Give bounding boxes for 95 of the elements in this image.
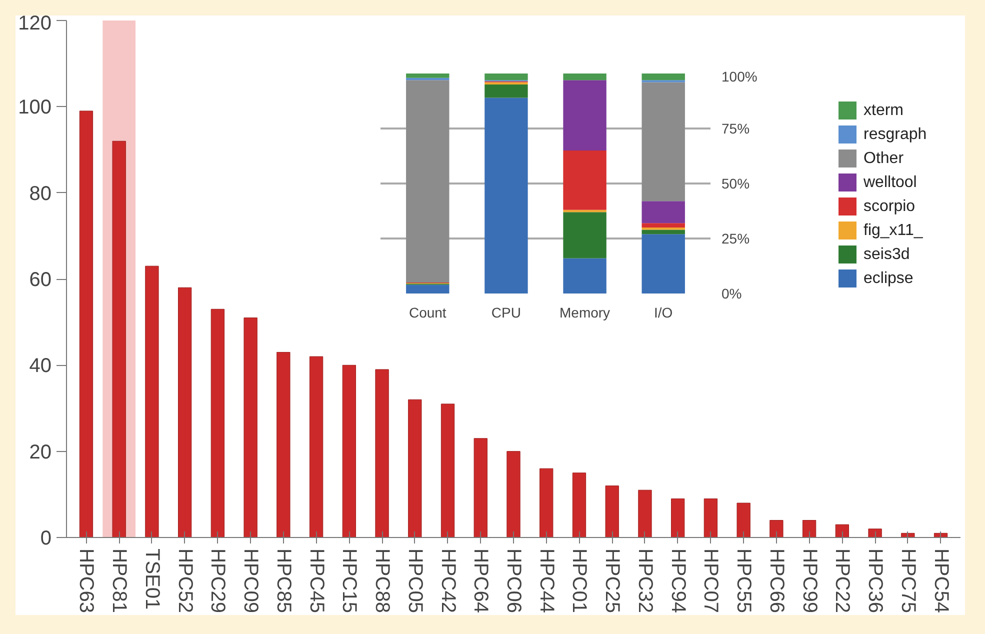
bar [642,74,685,80]
bar [406,78,450,80]
bar [540,468,554,538]
x-tick-label: HPC66 [765,548,788,613]
x-tick-label: HPC29 [206,548,229,613]
bar [704,498,718,538]
bar [440,404,455,538]
bar [406,80,450,282]
x-tick-label: HPC99 [798,548,820,613]
x-tick-label: HPC45 [305,548,328,613]
bar [671,498,685,538]
bar [642,223,685,228]
bar [563,212,606,258]
legend-label: seis3d [864,246,910,263]
legend-label: welltool [862,174,917,191]
bar [563,258,606,294]
x-tick-label: HPC44 [535,548,558,613]
x-tick-label: HPC22 [831,548,854,613]
x-tick-label: HPC88 [371,548,394,613]
legend-label: eclipse [864,270,914,287]
x-tick-label: HPC25 [601,548,624,613]
y-tick-label: 0 [40,528,52,550]
bar [563,80,606,150]
x-tick-label: HPC05 [404,548,426,613]
bar [642,234,685,294]
bar [342,364,356,538]
bar [276,352,290,538]
y-tick-label: 50% [722,176,750,192]
y-tick-label: 100 [18,96,52,119]
bar [309,356,324,538]
bar [605,486,619,538]
y-tick-label: 0% [722,286,742,302]
bar [112,140,126,538]
bar [835,524,849,538]
bar [484,98,528,294]
bar [642,82,685,202]
bar [506,451,520,538]
x-tick-label: HPC63 [75,548,98,613]
bar [178,287,192,538]
x-tick-label: I/O [654,304,673,320]
y-tick-label: 25% [722,230,750,246]
x-tick-label: HPC42 [436,548,459,613]
bar [484,84,528,98]
bar [563,210,606,212]
bar [638,490,652,538]
x-tick-label: HPC81 [108,548,130,613]
bar [484,74,528,80]
bar [474,438,488,538]
bar [145,266,159,538]
x-tick-label: HPC07 [700,548,722,613]
x-tick-label: HPC94 [666,548,689,613]
bar [572,472,586,538]
bar [210,308,225,538]
legend-label: resgraph [864,126,927,143]
y-tick-label: 100% [722,68,758,84]
bar [244,318,258,538]
x-tick-label: HPC85 [272,548,294,613]
x-tick-label: HPC64 [470,548,492,613]
x-tick-label: TSE01 [140,548,163,610]
x-tick-label: HPC32 [634,548,656,613]
bar [642,201,685,224]
y-tick-label: 60 [29,269,52,291]
bar [408,399,422,538]
bar [79,110,94,538]
legend-label: xterm [864,102,904,119]
bar [406,284,450,294]
x-tick-label: HPC75 [896,548,919,613]
x-tick-label: HPC15 [338,548,360,613]
x-tick-label: HPC06 [502,548,524,613]
bar [563,150,606,210]
y-tick-label: 80 [29,182,52,205]
y-tick-label: 40 [29,355,52,378]
x-tick-label: HPC01 [568,548,590,613]
x-tick-label: HPC09 [240,548,262,613]
x-tick-label: CPU [491,304,521,320]
bar [406,74,450,78]
x-tick-label: Memory [560,304,610,320]
legend-label: Other [864,150,904,167]
bar [563,74,606,80]
legend-label: scorpio [864,198,916,215]
y-tick-label: 75% [722,120,750,136]
legend-label: fig_x11_ [864,222,924,239]
bar [802,520,816,538]
bar [736,502,750,538]
x-tick-label: HPC52 [174,548,196,613]
bar [770,520,784,538]
bar [642,230,685,234]
bar [868,528,882,538]
x-tick-label: HPC54 [930,548,952,613]
x-tick-label: Count [408,304,446,320]
y-tick-label: 120 [18,12,52,34]
x-tick-label: HPC55 [732,548,755,613]
x-tick-label: HPC36 [864,548,886,613]
y-tick-label: 20 [29,441,52,464]
bar [375,369,389,538]
